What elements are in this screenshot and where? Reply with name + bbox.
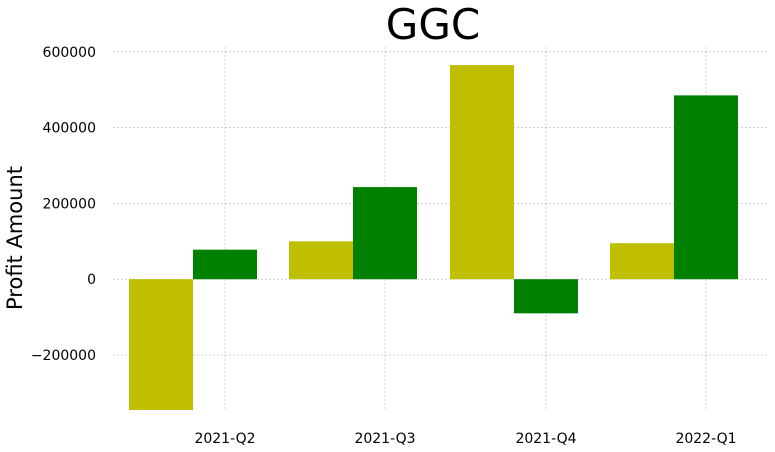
y-tick-label: 400000	[43, 121, 96, 137]
bar-series2-2021-Q4	[514, 279, 578, 314]
grid-lines	[113, 47, 767, 410]
y-tick-label: 600000	[43, 45, 96, 61]
bars	[129, 65, 738, 410]
y-axis-label: Profit Amount	[3, 166, 27, 310]
y-tick-label: 0	[87, 272, 96, 288]
bar-series1-2021-Q2	[129, 279, 193, 410]
bar-series2-2021-Q2	[193, 249, 257, 280]
x-tick-label: 2021-Q4	[515, 431, 576, 447]
x-tick-label: 2021-Q2	[194, 431, 255, 447]
bar-series1-2021-Q3	[289, 241, 353, 280]
bar-series2-2021-Q3	[353, 187, 417, 280]
x-tick-label: 2021-Q3	[354, 431, 415, 447]
x-tick-labels: 2021-Q2 2021-Q3 2021-Q4 2022-Q1	[194, 431, 736, 447]
y-tick-label: −200000	[31, 348, 96, 364]
bar-series1-2021-Q4	[450, 65, 514, 280]
chart-title: GGC	[386, 0, 480, 49]
bar-series1-2022-Q1	[610, 243, 674, 280]
y-tick-labels: −200000 0 200000 400000 600000	[31, 45, 96, 364]
bar-series2-2022-Q1	[674, 95, 738, 280]
y-tick-label: 200000	[43, 196, 96, 212]
x-tick-label: 2022-Q1	[675, 431, 736, 447]
